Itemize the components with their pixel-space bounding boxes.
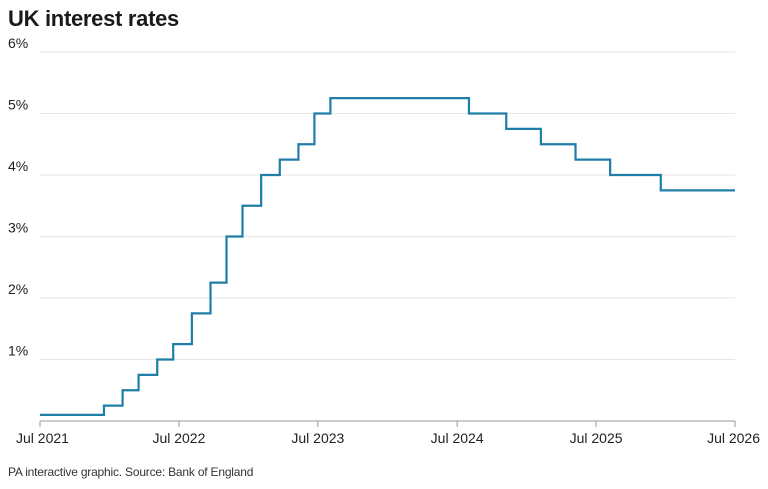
x-axis: [39, 420, 736, 427]
x-tick-label: Jul 2026: [707, 430, 760, 446]
x-tick-label: Jul 2024: [431, 430, 484, 446]
x-tick-label: Jul 2023: [291, 430, 344, 446]
x-tick-label: Jul 2021: [16, 430, 69, 446]
chart-title: UK interest rates: [8, 6, 179, 31]
y-tick-label: 2%: [8, 281, 28, 297]
gridlines: [40, 51, 735, 360]
x-axis-labels: Jul 2021 Jul 2022 Jul 2023 Jul 2024 Jul 2025…: [16, 430, 760, 446]
y-tick-label: 4%: [8, 158, 28, 174]
series-layer: [40, 97, 735, 416]
y-tick-label: 3%: [8, 220, 28, 236]
y-tick-label: 1%: [8, 343, 28, 359]
y-tick-label: 5%: [8, 97, 28, 113]
source-note: PA interactive graphic. Source: Bank of …: [8, 465, 254, 479]
y-axis-labels: 1% 2% 3% 4% 5% 6%: [8, 35, 28, 359]
x-tick-label: Jul 2025: [570, 430, 623, 446]
x-tick-label: Jul 2022: [152, 430, 205, 446]
y-tick-label: 6%: [8, 35, 28, 51]
series-line-0: [40, 97, 735, 416]
